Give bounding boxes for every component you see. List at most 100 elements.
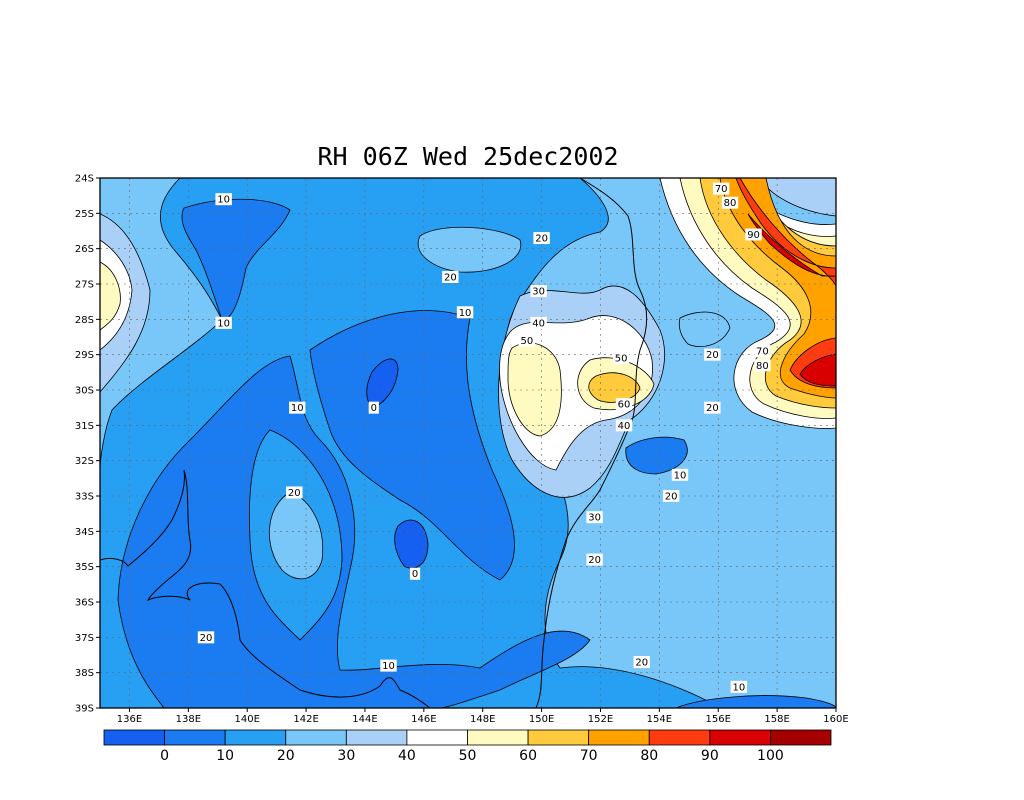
- contour-label-bg: [409, 567, 421, 580]
- lat-tick-label: 27S: [75, 280, 94, 291]
- contour-label: 20: [586, 553, 603, 566]
- lat-tick-label: 39S: [75, 704, 94, 715]
- colorbar-swatch: [224, 729, 287, 746]
- lon-tick-label: 160E: [823, 714, 848, 725]
- rh-band-50-60-central: [507, 342, 562, 437]
- contour-label-text: 70: [715, 184, 728, 195]
- contour-label-text: 20: [535, 234, 548, 245]
- rh-band-20-30-inner: [269, 491, 324, 580]
- contour-label: 10: [289, 401, 306, 414]
- contour-label: 0: [368, 401, 379, 414]
- contour-label-bg: [633, 656, 650, 669]
- contour-label-bg: [533, 232, 550, 245]
- contour-label-bg: [197, 631, 215, 644]
- contour-label-bg: [530, 285, 547, 298]
- rh-band-90-100-east: [747, 213, 836, 387]
- contour-label: 80: [754, 359, 771, 372]
- map-title: RH 06Z Wed 25dec2002: [317, 142, 618, 171]
- contour-label-bg: [754, 359, 771, 372]
- contour-label-text: 0: [371, 403, 377, 414]
- rh-band-0-10-south: [117, 355, 591, 708]
- colorbar-label: 80: [640, 748, 658, 764]
- lat-tick-label: 31S: [75, 421, 94, 432]
- colorbar-swatch: [527, 729, 590, 746]
- rh-band-0-10-north: [181, 198, 291, 321]
- contour-label-bg: [745, 228, 762, 241]
- contour-label-bg: [518, 334, 536, 347]
- coastline-west: [100, 469, 431, 708]
- contour-label: 10: [730, 680, 748, 693]
- lat-tick-label: 24S: [75, 174, 94, 185]
- map-frame: [99, 177, 837, 709]
- rh-band-below-0-a: [366, 358, 399, 409]
- contour-label: 10: [671, 468, 689, 481]
- latitude-axis: 24S 25S 26S 27S 28S 29S 30S 31S 32S 33S 34S 35S 36S 3…: [75, 174, 100, 715]
- contour-label-text: 50: [615, 354, 628, 365]
- contour-label: 30: [530, 285, 547, 298]
- lat-tick-label: 36S: [75, 598, 94, 609]
- colorbar-label: 20: [277, 748, 295, 764]
- contour-label-text: 0: [412, 569, 418, 580]
- contour-label-bg: [215, 316, 232, 329]
- contour-label-text: 10: [459, 308, 472, 319]
- lon-tick-label: 156E: [706, 714, 731, 725]
- colorbar-swatch: [770, 729, 832, 746]
- colorbar-swatch: [588, 729, 650, 746]
- lat-tick-label: 38S: [75, 668, 94, 679]
- colorbar-swatch: [285, 729, 347, 746]
- contour-label-text: 40: [618, 421, 631, 432]
- contour-label-text: 10: [291, 403, 304, 414]
- contour-label-bg: [615, 419, 633, 432]
- colorbar-swatch: [709, 729, 771, 746]
- contour-label-text: 10: [382, 661, 395, 672]
- contour-label: 20: [704, 348, 721, 361]
- lat-tick-label: 29S: [75, 350, 94, 361]
- contour-label-bg: [662, 490, 680, 502]
- contour-label: 20: [533, 232, 550, 245]
- contour-label-text: 30: [588, 513, 601, 524]
- rh-band-below-0-b: [394, 519, 429, 569]
- contour-label: 50: [518, 334, 536, 347]
- colorbar-swatch: [345, 729, 408, 746]
- contour-label: 10: [456, 306, 474, 319]
- contour-label-text: 20: [444, 272, 457, 283]
- contour-label: 60: [615, 398, 633, 411]
- contour-label: 10: [215, 316, 232, 329]
- contour-label-bg: [615, 398, 633, 411]
- contour-label-text: 10: [674, 470, 687, 481]
- contour-label: 20: [286, 486, 303, 499]
- contour-label-bg: [704, 348, 721, 361]
- contour-label: 40: [615, 419, 633, 432]
- colorbar: 0 10 20 30 40 50 60 70 80 90 100: [103, 729, 832, 764]
- rh-band-0-10-ne: [678, 311, 731, 347]
- lon-tick-label: 154E: [647, 714, 672, 725]
- colorbar-label: 0: [160, 748, 169, 764]
- contour-label-bg: [730, 680, 748, 693]
- contour-label-bg: [215, 193, 232, 206]
- lon-tick-label: 140E: [234, 714, 259, 725]
- contour-label: 40: [530, 316, 547, 329]
- lat-tick-label: 37S: [75, 633, 94, 644]
- contour-label-text: 50: [521, 336, 534, 347]
- contour-label: 90: [745, 228, 762, 241]
- contour-label-text: 80: [724, 198, 737, 209]
- contour-label: 80: [721, 196, 739, 209]
- contour-label: 20: [442, 270, 459, 283]
- contour-label-text: 90: [747, 230, 760, 241]
- contour-label: 20: [704, 401, 721, 414]
- rh-band-50-60-west: [100, 261, 121, 331]
- contour-label-text: 20: [588, 555, 601, 566]
- lon-tick-label: 150E: [529, 714, 554, 725]
- lon-tick-label: 148E: [470, 714, 495, 725]
- contour-label-text: 20: [635, 658, 648, 669]
- contour-label-text: 40: [532, 318, 545, 329]
- contour-label-bg: [586, 553, 603, 566]
- lon-tick-label: 158E: [764, 714, 789, 725]
- lat-tick-label: 32S: [75, 456, 94, 467]
- contour-label-text: 20: [665, 492, 678, 503]
- lat-tick-label: 30S: [75, 386, 94, 397]
- rh-band-0-10-se: [675, 695, 836, 708]
- contour-label-text: 10: [732, 682, 745, 693]
- contour-label-bg: [612, 352, 630, 365]
- map-area: [100, 178, 836, 708]
